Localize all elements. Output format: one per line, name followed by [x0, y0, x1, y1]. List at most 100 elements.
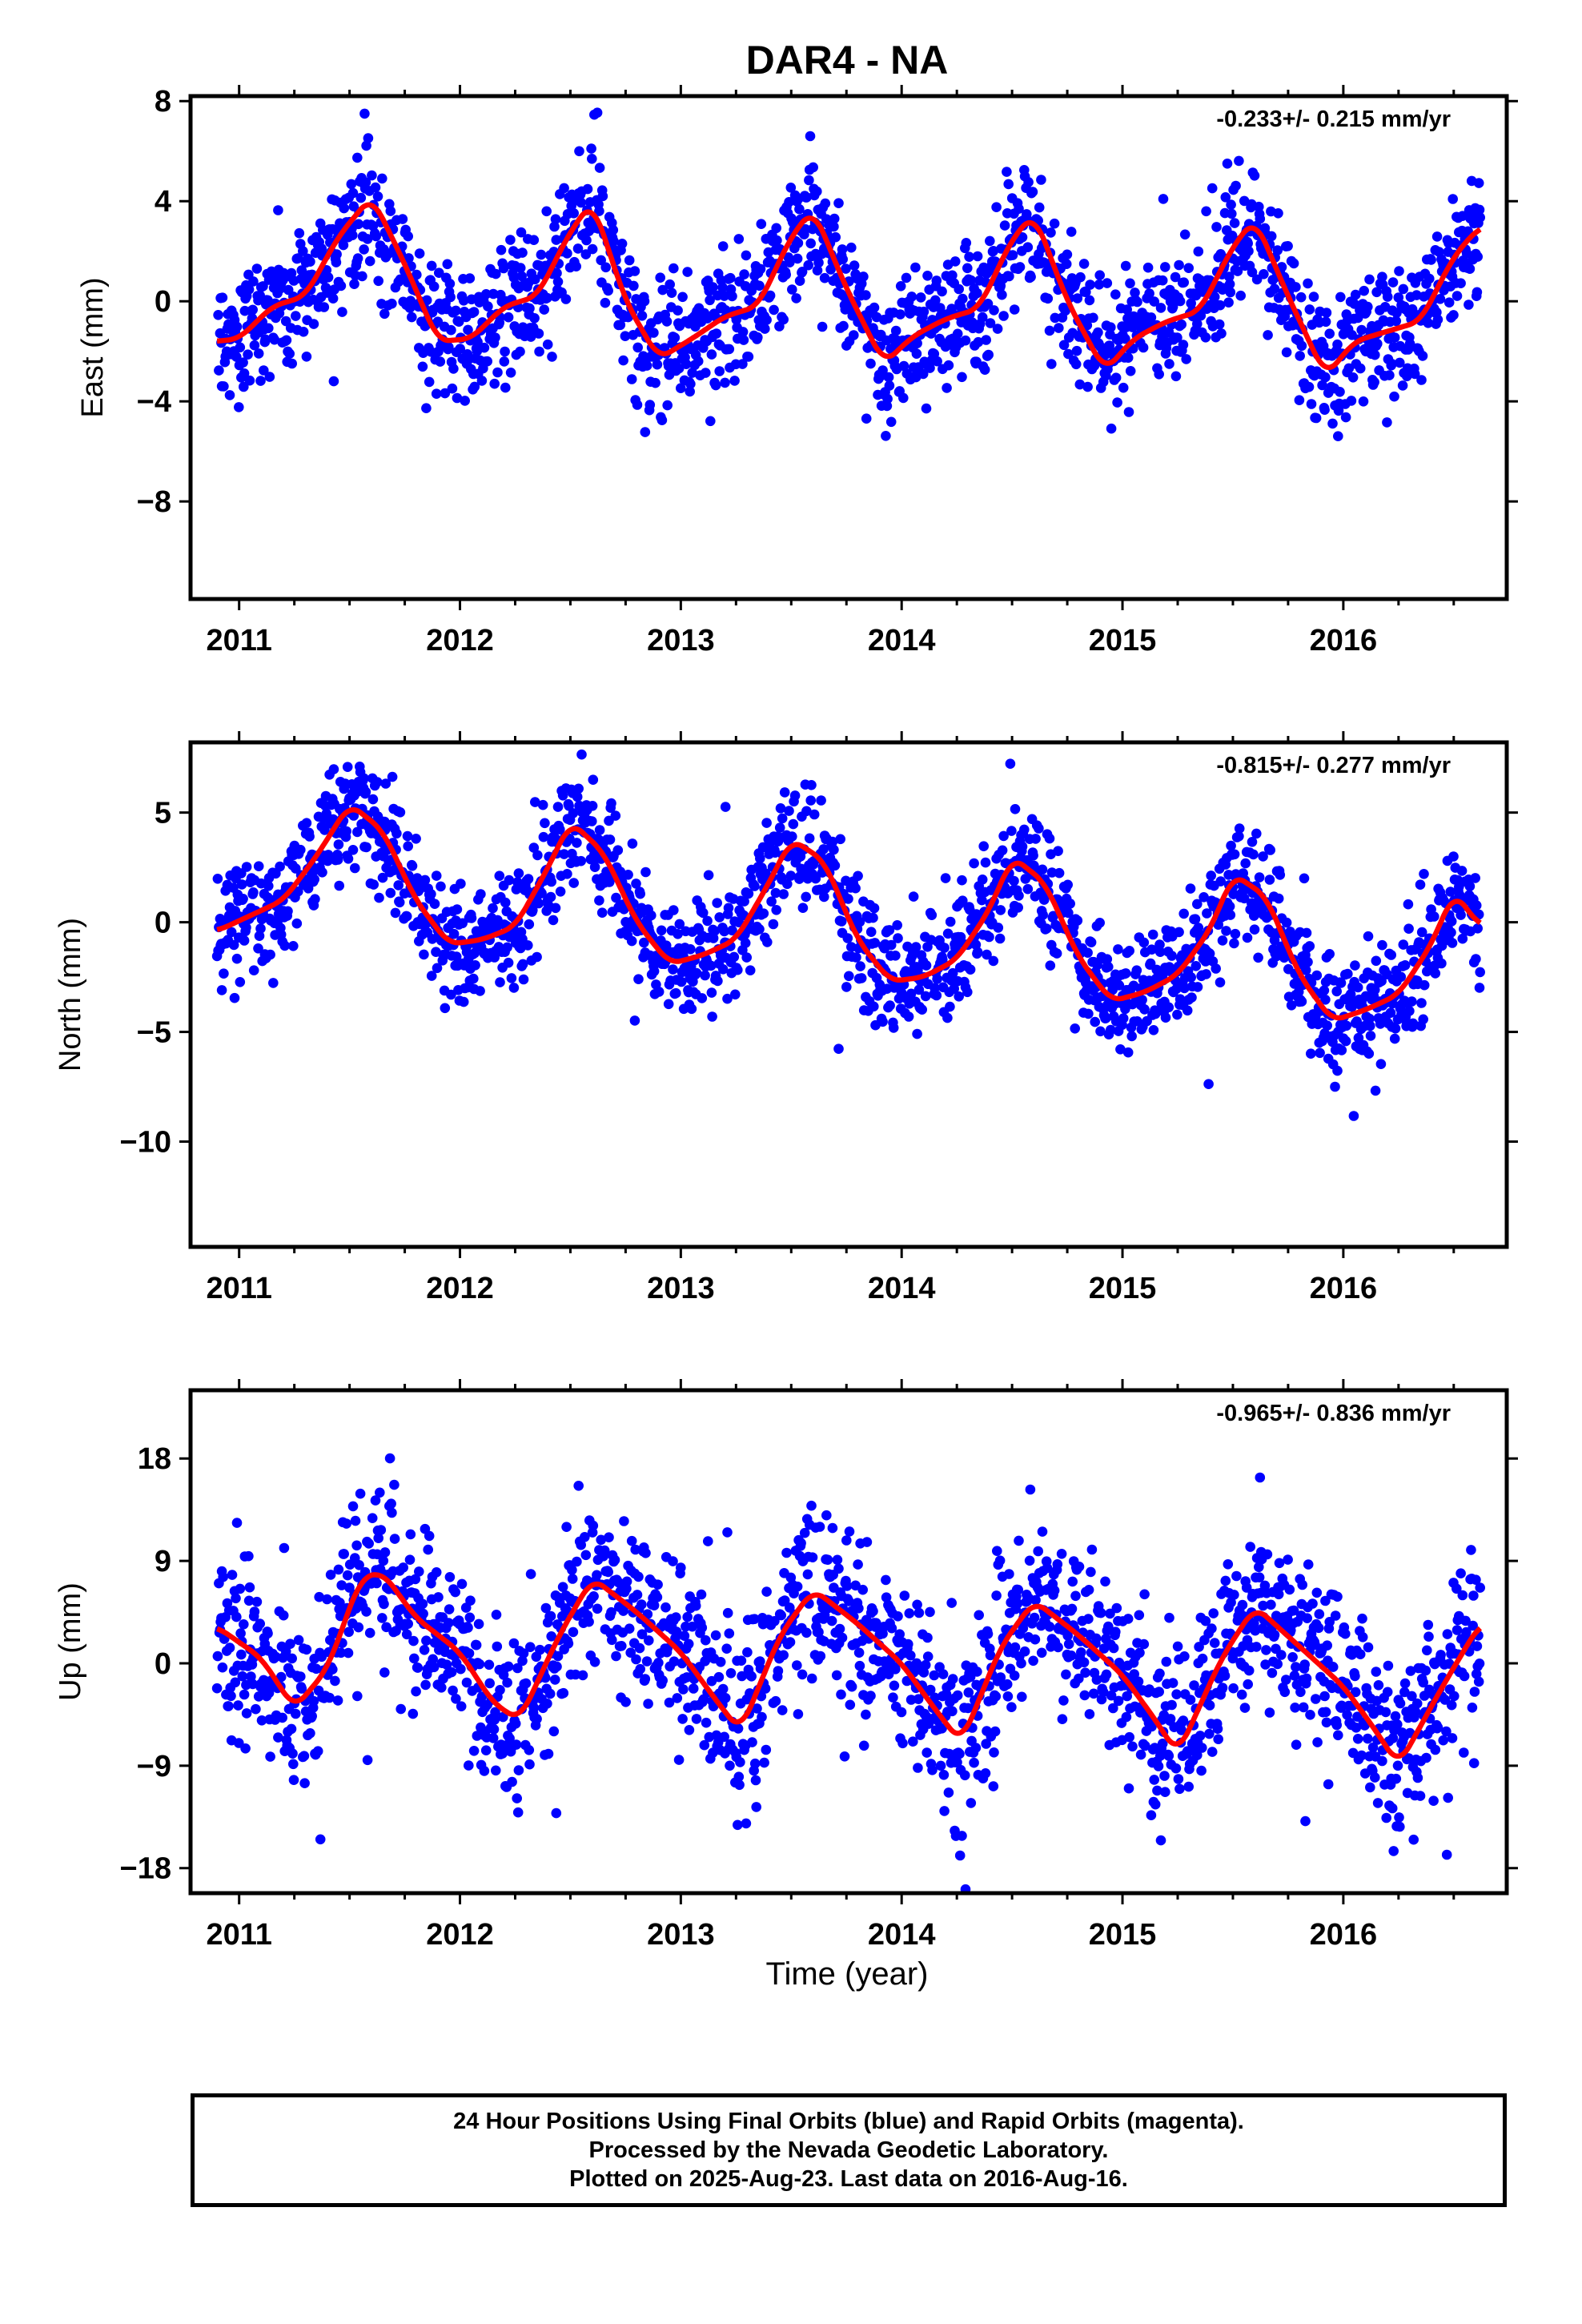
up-point — [722, 1527, 733, 1538]
up-point — [777, 1705, 788, 1715]
north-point — [835, 834, 845, 845]
east-point — [455, 344, 465, 354]
east-point — [1224, 271, 1235, 282]
east-point — [720, 377, 730, 388]
up-point — [725, 1668, 737, 1679]
up-point — [456, 1578, 468, 1590]
east-point — [1207, 183, 1218, 194]
east-point — [1138, 342, 1149, 353]
north-point — [1124, 946, 1134, 956]
east-point — [778, 314, 789, 325]
east-point — [253, 348, 264, 359]
east-point — [1249, 171, 1260, 181]
north-point — [851, 952, 861, 963]
east-point — [426, 260, 437, 271]
north-point — [1464, 881, 1476, 891]
north-y-tick-label: −5 — [137, 1016, 171, 1050]
east-point — [426, 347, 436, 357]
east-point — [1220, 192, 1231, 203]
north-point — [500, 897, 511, 908]
east-point — [911, 348, 922, 360]
east-point — [989, 305, 999, 316]
east-point — [472, 336, 483, 348]
up-point — [471, 1639, 482, 1651]
east-point — [287, 358, 298, 369]
north-point — [1363, 1048, 1375, 1059]
east-point — [652, 359, 663, 370]
up-point — [752, 1703, 762, 1714]
up-point — [448, 1685, 458, 1696]
east-point — [1281, 347, 1292, 358]
up-point — [552, 1661, 562, 1672]
east-point — [729, 376, 740, 386]
up-point — [943, 1787, 954, 1798]
up-point — [927, 1765, 938, 1775]
north-point — [301, 818, 312, 828]
east-point — [1193, 246, 1204, 257]
east-point — [327, 293, 339, 304]
north-point — [1215, 977, 1226, 987]
up-point — [994, 1555, 1006, 1566]
east-point — [1158, 194, 1169, 204]
east-point — [1167, 301, 1178, 312]
north-point — [332, 854, 343, 865]
east-point — [717, 241, 729, 251]
north-point — [1122, 1047, 1134, 1058]
up-point — [285, 1638, 295, 1649]
east-point — [505, 368, 516, 378]
north-rate-label: -0.815+/- 0.277 mm/yr — [1216, 753, 1451, 778]
up-point — [344, 1582, 355, 1593]
north-point — [1201, 969, 1211, 979]
north-point — [1019, 824, 1030, 835]
north-point — [993, 923, 1004, 933]
north-point — [921, 960, 932, 971]
up-point — [631, 1654, 641, 1665]
up-point — [240, 1743, 251, 1754]
east-point — [1363, 301, 1373, 312]
up-point — [966, 1798, 977, 1808]
east-point — [714, 366, 725, 376]
east-point — [533, 328, 544, 339]
north-point — [1101, 1013, 1111, 1023]
up-point — [920, 1659, 931, 1671]
east-point — [1452, 291, 1463, 301]
up-point — [721, 1643, 732, 1654]
north-point — [457, 918, 468, 929]
east-point — [991, 202, 1002, 212]
up-point — [307, 1711, 318, 1722]
north-point — [604, 834, 616, 845]
east-point — [708, 282, 718, 292]
north-point — [1303, 957, 1313, 967]
east-point — [550, 214, 561, 225]
east-point — [587, 154, 597, 164]
up-point — [464, 1760, 474, 1771]
east-point — [820, 198, 831, 209]
east-point — [877, 365, 888, 376]
up-point — [408, 1635, 419, 1647]
up-point — [683, 1638, 694, 1650]
north-point — [869, 903, 880, 914]
east-point — [1155, 303, 1166, 313]
up-point — [502, 1677, 512, 1688]
north-point — [502, 942, 512, 953]
east-point — [973, 336, 984, 348]
east-point — [1355, 363, 1366, 374]
north-point — [1390, 1023, 1401, 1034]
east-point — [869, 302, 880, 313]
north-point — [998, 830, 1009, 842]
up-point — [234, 1738, 244, 1748]
up-point — [379, 1598, 389, 1610]
up-point — [719, 1731, 729, 1743]
east-point — [574, 146, 584, 157]
east-point — [480, 289, 492, 300]
up-point — [401, 1629, 412, 1640]
up-point — [333, 1564, 344, 1575]
north-point — [468, 973, 479, 984]
east-point — [572, 243, 584, 254]
east-point — [813, 257, 824, 268]
up-point — [474, 1659, 485, 1670]
north-point — [1472, 923, 1483, 934]
up-point — [713, 1671, 725, 1683]
up-point — [1002, 1691, 1014, 1702]
up-point — [491, 1610, 502, 1620]
